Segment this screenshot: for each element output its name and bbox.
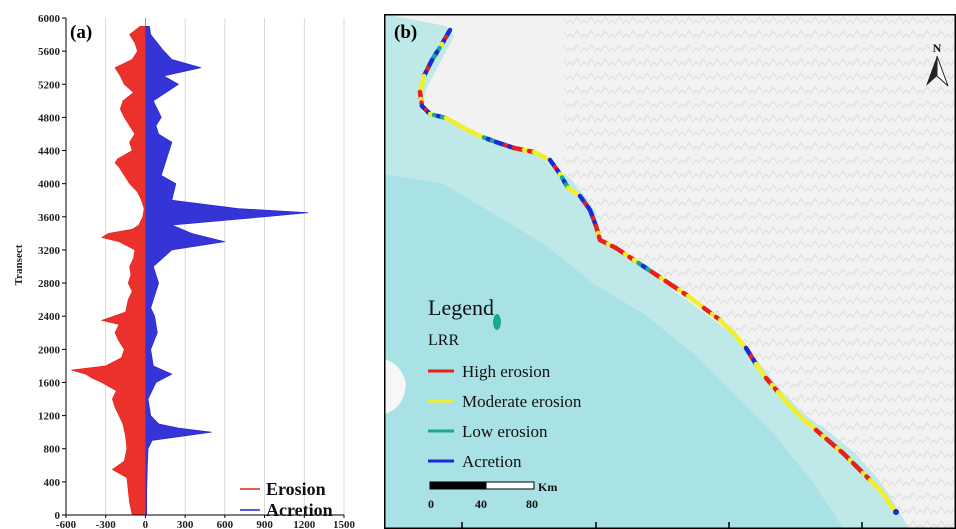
legend-subtitle: LRR	[428, 332, 459, 349]
y-tick-label: 2000	[38, 344, 61, 356]
x-tick-label: 900	[256, 519, 273, 529]
map-frame	[384, 14, 956, 529]
shoreline-end	[893, 509, 899, 515]
y-tick-label: 800	[44, 444, 61, 456]
chart-legend: Erosion Acretion	[240, 479, 333, 520]
y-tick-labels: 0 400 800 1200 1600 2000 2400 2800 3200 3600 4000 4…	[38, 13, 66, 522]
legend-label-erosion: Erosion	[266, 479, 326, 499]
panel-label-b: (b)	[394, 22, 417, 43]
y-tick-label: 4800	[38, 112, 61, 124]
chart-axes	[65, 18, 344, 516]
y-tick-label: 5200	[38, 79, 61, 91]
x-tick-label: -300	[96, 519, 117, 529]
scale-unit: Km	[538, 480, 557, 494]
x-tick-label: 0	[143, 519, 149, 529]
island	[493, 314, 501, 330]
map-legend: Legend LRR High erosion Moderate erosion L…	[428, 295, 582, 471]
shoreline-map: (b) N Legend LRR High erosion Moderate er…	[384, 14, 956, 529]
x-tick-label: -600	[56, 519, 77, 529]
y-tick-label: 4000	[38, 179, 61, 191]
y-tick-label: 2800	[38, 278, 61, 290]
legend-item-label: Moderate erosion	[462, 392, 582, 411]
north-arrow-icon	[926, 56, 937, 86]
west-land	[384, 359, 406, 414]
x-tick-labels: -600 -300 0 300 600 900 1200 1500	[56, 515, 356, 529]
legend-item-label: Low erosion	[462, 422, 548, 441]
x-tick-label: 1200	[293, 519, 316, 529]
y-tick-label: 3200	[38, 245, 61, 257]
north-arrow: N	[926, 41, 949, 87]
series-area-acretion	[145, 25, 309, 516]
scale-bar-black	[429, 481, 487, 490]
y-tick-label: 1600	[38, 377, 61, 389]
y-tick-label: 6000	[38, 13, 61, 25]
y-tick-label: 2400	[38, 311, 61, 323]
transect-chart: 0 400 800 1200 1600 2000 2400 2800 3200 3600 4000 4…	[13, 13, 356, 529]
chart-areas	[71, 25, 309, 516]
scale-tick-80: 80	[526, 497, 538, 511]
x-tick-label: 600	[217, 519, 234, 529]
north-arrow-icon-right	[936, 55, 949, 87]
panel-label-a: (a)	[70, 22, 92, 43]
y-tick-label: 3600	[38, 212, 61, 224]
x-tick-label: 300	[177, 519, 194, 529]
series-area-erosion	[71, 25, 146, 516]
y-tick-label: 4400	[38, 146, 61, 158]
sea-shading	[384, 174, 844, 529]
y-tick-label: 1200	[38, 411, 61, 423]
north-label: N	[933, 41, 942, 55]
x-tick-label: 1500	[333, 519, 356, 529]
y-tick-label: 5600	[38, 46, 61, 58]
y-tick-label: 0	[55, 510, 61, 522]
legend-items: High erosion Moderate erosion Low erosion A…	[428, 362, 582, 471]
legend-label-acretion: Acretion	[266, 500, 333, 520]
scale-bar: Km 0 40 80	[428, 480, 557, 511]
legend-item-label: High erosion	[462, 362, 551, 381]
scale-bar-white	[485, 481, 535, 490]
frame-ticks	[461, 522, 863, 529]
legend-title: Legend	[428, 295, 494, 320]
scale-tick-40: 40	[475, 497, 487, 511]
shoreline	[417, 27, 899, 515]
legend-item-label: Acretion	[462, 452, 522, 471]
y-axis-label: Transect	[13, 244, 25, 285]
scale-tick-0: 0	[428, 497, 434, 511]
y-tick-label: 400	[44, 477, 61, 489]
